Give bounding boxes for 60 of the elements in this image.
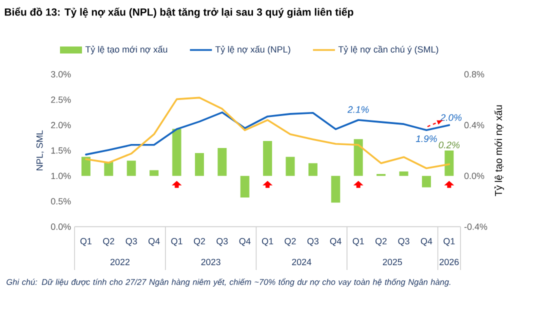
data-label: 1.9% [416,135,437,142]
x-tick-label: Q2 [194,238,205,246]
bar [172,128,182,176]
x-tick-label: Q2 [284,238,296,246]
text: 2022 [110,258,130,266]
x-tick-label: Q2 [375,238,387,246]
chart-title: Biểu đồ 13: Tỷ lệ nợ xấu (NPL) bật tăng trở lại sau 3 quý giảm liên tiếp [4,7,354,18]
bar [354,139,363,176]
x-tick-label: Q4 [239,238,251,246]
y2-tick-label: 0.0% [464,172,484,180]
bar [194,153,204,176]
y-tick-label: 2.0% [51,122,71,128]
x-tick-label: Q4 [420,238,432,246]
x-tick-label: Q1 [262,238,274,246]
bar [81,156,90,176]
x-tick-label: Q2 [103,238,114,246]
legend-label: Tỷ lệ nợ cần chú ý (SML) [338,46,438,54]
x-tick-label: Q1 [80,238,92,246]
y2-tick-label: -0.4% [464,224,488,230]
text: 2024 [292,258,312,266]
y-tick-label: 2.5% [51,96,71,103]
x-tick-label: Q1 [352,238,364,246]
y-tick-label: 0.5% [50,198,71,204]
data-label: 2.0% [440,114,462,121]
y-tick-label: 1.0% [51,172,71,180]
y-tick-label: 3.0% [50,71,71,78]
bar [150,170,159,176]
data-label: 2.1% [348,106,369,113]
y-axis-title: NPL, SML [36,130,44,170]
x-tick-label: Q1 [171,238,182,246]
text: 2023 [201,258,220,266]
y2-tick-label: 0.4% [464,122,484,128]
bar [104,162,114,176]
bar [399,171,408,176]
y-tick-label: 1.5% [51,147,71,154]
bar [331,176,340,203]
bar [126,160,136,176]
legend-label: Tỷ lệ nợ xấu (NPL) [215,46,290,54]
text: 2026 [440,258,459,266]
x-tick-label: Q3 [398,238,410,246]
bar [286,156,295,176]
bar [444,150,454,176]
y2-axis-title: Tỷ lệ tạo mới nợ xấu [494,105,504,196]
y2-tick-label: 0.8% [464,71,484,78]
data-label: 0.2% [438,142,460,148]
bar [240,176,250,198]
x-tick-label: Q4 [148,238,160,246]
x-tick-label: Q4 [330,238,342,246]
x-tick-label: Q1 [444,238,455,246]
x-tick-label: Q3 [126,238,137,246]
text: Ghi chú: Dữ liệu được tính cho 27/27 Ngân hàng niêm yết, chiếm ~70% tổng dư nợ cho vay toàn hệ thống Ngân hàng. [6,278,450,287]
bar [308,163,318,176]
bar [422,176,431,188]
x-tick-label: Q3 [216,238,228,246]
text: 2025 [382,258,402,266]
x-tick-label: Q3 [307,238,319,246]
y-tick-label: 0.0% [50,224,71,230]
legend-label: Tỷ lệ tạo mới nợ xấu [85,46,168,54]
bar [218,148,227,176]
bar [263,140,272,176]
